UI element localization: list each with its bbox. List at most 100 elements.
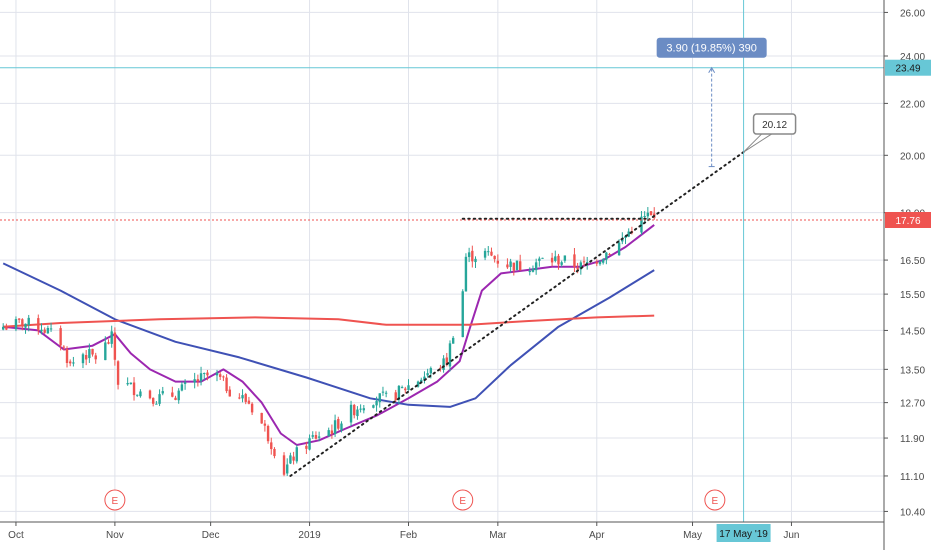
candle-body[interactable] [627, 231, 630, 237]
candle-body[interactable] [241, 395, 244, 399]
candle-body[interactable] [266, 426, 270, 442]
candle-body[interactable] [356, 409, 359, 417]
candle-body[interactable] [171, 392, 174, 397]
candle-body[interactable] [196, 379, 200, 382]
candle-body[interactable] [59, 328, 62, 346]
candle-body[interactable] [509, 261, 512, 267]
candle-body[interactable] [14, 319, 18, 330]
candle-body[interactable] [541, 257, 544, 259]
candle-body[interactable] [17, 318, 21, 320]
candle-body[interactable] [311, 435, 314, 437]
candle-body[interactable] [225, 377, 228, 392]
candle-body[interactable] [550, 257, 554, 263]
candle-body[interactable] [448, 343, 452, 367]
candle-body[interactable] [1, 326, 5, 330]
candle-body[interactable] [161, 391, 164, 394]
candle-body[interactable] [640, 216, 643, 233]
candle-body[interactable] [643, 216, 646, 218]
candle-body[interactable] [538, 258, 541, 261]
candle-body[interactable] [5, 327, 8, 330]
candle-body[interactable] [608, 253, 611, 255]
candle-body[interactable] [69, 361, 72, 364]
earnings-marker-icon[interactable] [104, 489, 126, 511]
candle-body[interactable] [337, 418, 340, 429]
candle-body[interactable] [330, 430, 334, 434]
candle-body[interactable] [289, 455, 292, 464]
candle-body[interactable] [423, 376, 426, 381]
candle-body[interactable] [62, 346, 66, 348]
candle-body[interactable] [286, 464, 289, 474]
candle-body[interactable] [506, 264, 509, 268]
candles[interactable] [1, 207, 656, 477]
candle-body[interactable] [250, 403, 254, 413]
candle-body[interactable] [349, 404, 353, 423]
candle-body[interactable] [420, 379, 423, 383]
candle-body[interactable] [557, 255, 560, 265]
candle-body[interactable] [353, 404, 356, 416]
candle-body[interactable] [199, 373, 203, 382]
earnings-marker-icon[interactable] [704, 489, 726, 511]
candle-body[interactable] [203, 373, 206, 375]
candle-body[interactable] [139, 391, 142, 397]
candle-body[interactable] [381, 391, 385, 393]
candle-body[interactable] [244, 394, 247, 402]
candle-body[interactable] [531, 268, 535, 272]
candle-body[interactable] [461, 291, 464, 338]
candle-body[interactable] [404, 388, 407, 391]
candle-body[interactable] [155, 403, 158, 405]
candle-body[interactable] [483, 250, 487, 258]
candle-body[interactable] [560, 262, 563, 265]
candle-body[interactable] [88, 349, 91, 359]
candle-body[interactable] [270, 442, 273, 450]
candle-body[interactable] [397, 385, 401, 400]
candle-body[interactable] [21, 319, 24, 327]
candle-body[interactable] [573, 254, 576, 268]
candle-body[interactable] [132, 382, 136, 396]
candle-body[interactable] [579, 262, 583, 270]
candle-body[interactable] [37, 318, 40, 331]
candle-body[interactable] [317, 436, 321, 438]
candle-body[interactable] [394, 392, 397, 401]
candle-body[interactable] [595, 262, 598, 264]
candle-body[interactable] [586, 262, 589, 264]
candle-body[interactable] [534, 262, 538, 271]
candle-body[interactable] [582, 261, 586, 263]
candle-body[interactable] [295, 447, 298, 462]
candle-body[interactable] [375, 401, 378, 406]
candle-body[interactable] [400, 387, 404, 389]
candle-body[interactable] [378, 393, 381, 403]
candle-body[interactable] [407, 385, 410, 391]
candle-body[interactable] [442, 358, 445, 370]
candle-body[interactable] [222, 376, 225, 378]
candle-body[interactable] [308, 438, 311, 450]
candle-body[interactable] [247, 400, 251, 404]
candle-body[interactable] [493, 255, 496, 260]
candle-body[interactable] [273, 448, 276, 457]
candle-body[interactable] [563, 255, 567, 261]
candle-body[interactable] [84, 355, 88, 360]
candle-body[interactable] [598, 261, 602, 265]
candle-body[interactable] [292, 456, 295, 461]
candle-body[interactable] [65, 348, 69, 363]
candle-body[interactable] [49, 328, 53, 330]
candle-body[interactable] [512, 262, 516, 271]
candle-body[interactable] [126, 383, 129, 385]
candle-body[interactable] [528, 271, 531, 273]
candle-body[interactable] [487, 251, 490, 253]
candle-body[interactable] [113, 332, 117, 360]
candle-body[interactable] [305, 445, 308, 449]
candle-body[interactable] [27, 317, 30, 326]
candle-body[interactable] [496, 260, 500, 264]
candle-body[interactable] [282, 455, 286, 475]
measure-label-box[interactable] [656, 37, 767, 58]
overlays[interactable]: E E E 23.49 17.76 17 May '19 [104, 59, 931, 542]
candle-body[interactable] [515, 260, 519, 271]
candle-body[interactable] [464, 256, 468, 292]
candle-body[interactable] [359, 408, 362, 410]
candle-body[interactable] [174, 397, 177, 401]
candle-body[interactable] [384, 392, 388, 394]
candle-body[interactable] [91, 348, 94, 355]
candle-body[interactable] [333, 420, 337, 435]
candle-body[interactable] [180, 384, 184, 391]
